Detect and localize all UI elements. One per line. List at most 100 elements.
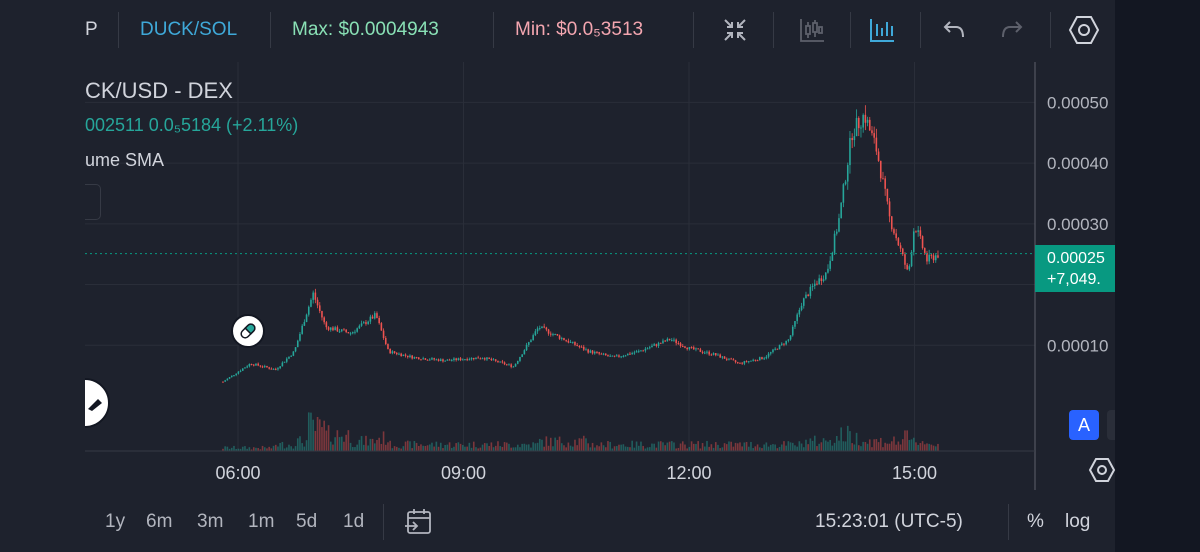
candle-body	[666, 338, 669, 342]
timeframe-1d[interactable]: 1d	[343, 511, 365, 532]
candle-body	[752, 359, 754, 361]
candle-body	[642, 350, 644, 352]
candle-body	[252, 364, 255, 366]
scale-toggle-button[interactable]	[1107, 410, 1115, 440]
candle-body	[532, 335, 534, 341]
volume-bar	[393, 446, 396, 451]
volume-bar	[514, 447, 517, 451]
volume-bar	[270, 448, 273, 451]
price-axis-label: 0.00040	[1047, 154, 1108, 173]
timeframe-1y[interactable]: 1y	[105, 511, 126, 532]
volume-bar	[719, 448, 721, 451]
candle-body	[794, 321, 796, 327]
candle-body	[246, 366, 248, 368]
candle-body	[919, 230, 922, 237]
candle-body	[785, 340, 787, 345]
candle-body	[373, 313, 376, 319]
candle-body	[754, 359, 757, 361]
candle-body	[888, 201, 891, 217]
volume-bar	[675, 448, 677, 451]
volume-bar	[607, 441, 609, 451]
candle-body	[481, 358, 484, 360]
candle-body	[589, 350, 592, 353]
candle-body	[884, 178, 886, 189]
volume-bar	[767, 446, 770, 451]
candle-body	[492, 359, 495, 361]
compress-icon[interactable]	[719, 14, 751, 46]
candle-body	[439, 359, 442, 361]
candle-body	[607, 355, 609, 357]
volume-bar	[345, 434, 347, 451]
volume-bar	[844, 441, 847, 451]
timeframe-1m[interactable]: 1m	[248, 511, 275, 532]
timeframe-3m[interactable]: 3m	[197, 511, 224, 532]
volume-bar	[387, 442, 389, 451]
candle-body	[778, 344, 781, 350]
volume-bar	[895, 444, 897, 451]
candle-body	[538, 328, 541, 330]
percent-toggle[interactable]: %	[1027, 511, 1044, 532]
candle-body	[270, 368, 273, 370]
volume-bar	[228, 448, 231, 451]
bar-chart-icon[interactable]	[866, 14, 898, 46]
legend-collapse-button[interactable]	[85, 184, 101, 220]
volume-bar	[666, 442, 669, 451]
candle-body	[710, 354, 713, 356]
candle-body	[725, 358, 728, 360]
volume-bar	[930, 444, 933, 451]
settings-hexagon-icon[interactable]	[1068, 14, 1100, 46]
candle-body	[475, 357, 477, 360]
candle-body	[527, 342, 530, 345]
volume-bar	[510, 447, 512, 451]
log-toggle[interactable]: log	[1065, 511, 1091, 532]
candle-body	[303, 322, 306, 326]
volume-bar	[277, 446, 279, 451]
volume-bar	[554, 437, 556, 451]
volume-bar	[576, 445, 578, 451]
candle-body	[926, 252, 928, 262]
volume-bar	[679, 443, 682, 451]
candle-body	[380, 323, 383, 331]
candle-body	[343, 329, 345, 331]
volume-bar	[257, 448, 259, 451]
symbol-button[interactable]: P	[85, 19, 98, 40]
pair-button[interactable]: DUCK/SOL	[140, 19, 238, 40]
toolbar-divider	[383, 504, 384, 540]
toolbar-divider	[773, 12, 774, 48]
candle-body	[321, 310, 323, 318]
candle-body	[382, 330, 385, 338]
volume-bar	[241, 446, 244, 451]
volume-bar	[560, 443, 563, 451]
volume-bar	[730, 441, 732, 451]
undo-icon[interactable]	[938, 14, 970, 46]
candle-body	[791, 326, 794, 336]
auto-scale-button[interactable]: A	[1069, 410, 1099, 440]
candle-body	[413, 357, 416, 359]
candle-body	[283, 361, 286, 363]
candlestick-chart-icon[interactable]	[796, 14, 828, 46]
volume-bar	[686, 448, 688, 451]
candle-body	[640, 350, 642, 352]
pill-marker-icon[interactable]	[231, 314, 265, 348]
volume-bar	[769, 444, 772, 451]
candle-body	[723, 356, 726, 359]
volume-bar	[466, 446, 468, 451]
timeframe-5d[interactable]: 5d	[296, 511, 318, 532]
volume-bar	[492, 447, 495, 451]
min-price-label: Min: $0.0₅3513	[515, 19, 644, 40]
candle-body	[417, 357, 420, 360]
redo-icon[interactable]	[996, 14, 1028, 46]
chart-settings-icon[interactable]	[1088, 457, 1116, 488]
candle-body	[277, 368, 279, 370]
candle-body	[563, 338, 565, 341]
volume-bar	[915, 442, 917, 451]
candle-body	[932, 255, 935, 261]
volume-bar	[732, 446, 735, 451]
candle-body	[692, 347, 695, 350]
volume-bar	[468, 442, 471, 451]
candle-body	[301, 325, 303, 334]
volume-bar	[534, 443, 537, 451]
max-price-label: Max: $0.0004943	[292, 19, 439, 40]
timeframe-6m[interactable]: 6m	[146, 511, 173, 532]
date-range-icon[interactable]	[403, 507, 433, 542]
